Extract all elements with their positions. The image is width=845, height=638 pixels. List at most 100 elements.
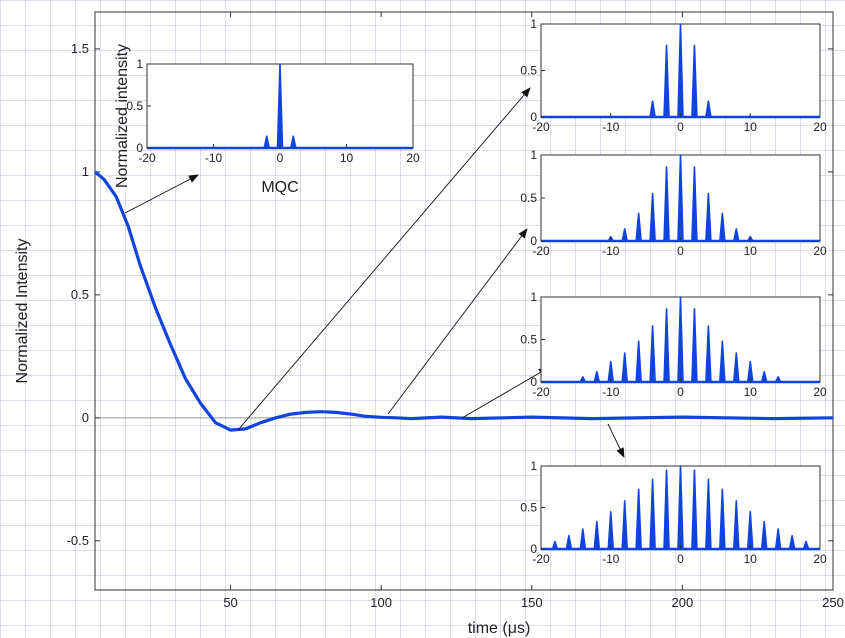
inset-x-tick-label: -10 <box>602 244 620 258</box>
inset-x-tick-label: -10 <box>602 120 620 134</box>
inset-peak <box>635 488 642 550</box>
inset-peak <box>649 100 656 118</box>
inset-peak <box>593 371 601 383</box>
inset-x-tick-label: 10 <box>744 552 758 566</box>
inset-peak <box>579 376 587 383</box>
inset-x-tick-label: -20 <box>532 120 550 134</box>
plot-frame <box>94 11 834 591</box>
inset-peak <box>733 500 740 550</box>
inset-y-tick-label: 0 <box>136 141 143 155</box>
inset-peak <box>263 135 270 149</box>
inset-x-tick-label: -20 <box>532 385 550 399</box>
decay-curve <box>93 170 834 432</box>
inset-chart-3: -20 -10 0 10 20 0 0.5 1 <box>520 148 827 258</box>
inset-chart-1: -20 -10 0 10 20 0 0.5 1 Normalized intensity MQC <box>114 44 420 196</box>
x-tick-label: 100 <box>370 595 392 610</box>
inset-x-tick-label: 20 <box>406 151 420 165</box>
y-axis-label: Normalized Intensity <box>14 239 31 384</box>
inset-peak <box>774 376 782 383</box>
inset-peak <box>593 520 601 550</box>
inset-peak <box>719 340 726 383</box>
inset-peak <box>733 228 740 242</box>
inset-x-tick-label: 0 <box>277 151 284 165</box>
y-tick-label: 1 <box>82 164 89 179</box>
y-tick-label: -0.5 <box>67 533 89 548</box>
inset-peak <box>290 135 297 149</box>
inset-peak <box>788 534 796 550</box>
inset-x-tick-label: 20 <box>813 385 827 399</box>
inset-peak <box>621 228 628 242</box>
inset-y-tick-label: 0 <box>530 375 537 389</box>
inset-y-tick-label: 0.5 <box>520 501 537 515</box>
inset-y-tick-label: 1 <box>530 459 537 473</box>
inset-y-tick-label: 0.5 <box>520 64 537 78</box>
inset-peak <box>649 192 656 242</box>
inset-x-tick-label: 20 <box>813 552 827 566</box>
inset-y-tick-label: 1 <box>136 57 143 71</box>
inset-y-tick-label: 0.5 <box>126 99 143 113</box>
inset-peak <box>760 371 768 383</box>
inset-y-tick-label: 0.5 <box>520 191 537 205</box>
inset-peak <box>621 352 628 383</box>
callout-arrow <box>607 423 625 458</box>
inset-x-tick-label: 0 <box>677 552 684 566</box>
inset-peak <box>691 44 698 118</box>
inset-peak <box>565 534 573 550</box>
inset-x-tick-label: 10 <box>340 151 354 165</box>
inset-y-tick-label: 0 <box>530 542 537 556</box>
inset-x-tick-label: 20 <box>813 120 827 134</box>
inset-peak <box>691 308 698 383</box>
inset-peak <box>579 528 587 550</box>
inset-peak <box>663 166 670 242</box>
inset-peak <box>663 308 670 383</box>
inset-caption: MQC <box>261 179 298 196</box>
inset-peak <box>705 192 712 242</box>
inset-x-tick-label: 10 <box>744 385 758 399</box>
inset-peak <box>663 44 670 118</box>
inset-peak <box>551 540 559 550</box>
inset-x-tick-label: 10 <box>744 244 758 258</box>
inset-x-tick-label: -10 <box>602 385 620 399</box>
inset-y-tick-label: 0 <box>530 110 537 124</box>
callout-arrow <box>461 367 549 419</box>
inset-x-tick-label: -10 <box>602 552 620 566</box>
x-tick-label: 250 <box>822 595 844 610</box>
callout-arrow <box>387 228 528 415</box>
y-tick-label: 1.5 <box>71 41 89 56</box>
inset-peak <box>649 325 656 383</box>
inset-y-tick-label: 1 <box>530 148 537 162</box>
inset-peak <box>691 469 698 550</box>
inset-peak <box>663 469 670 550</box>
x-axis-label: time (μs) <box>468 620 531 637</box>
inset-peak <box>705 478 712 550</box>
inset-y-tick-label: 0 <box>530 234 537 248</box>
inset-peak <box>705 325 712 383</box>
callout-arrow <box>124 174 199 214</box>
inset-peak <box>635 212 642 242</box>
inset-chart-2: -20 -10 0 10 20 0 0.5 1 <box>520 17 827 134</box>
y-tick-label: 0.5 <box>71 287 89 302</box>
inset-y-tick-label: 1 <box>530 17 537 31</box>
inset-peak <box>774 528 782 550</box>
inset-chart-5: -20 -10 0 10 20 0 0.5 1 <box>520 459 827 566</box>
inset-peak <box>691 166 698 242</box>
inset-peak <box>760 520 768 550</box>
inset-y-axis-label: Normalized intensity <box>114 44 131 188</box>
callout-arrows <box>124 87 625 458</box>
callout-arrow <box>237 87 531 431</box>
y-tick-label: 0 <box>82 410 89 425</box>
inset-x-tick-label: 0 <box>677 385 684 399</box>
inset-peak <box>649 478 656 550</box>
inset-peak <box>621 500 628 550</box>
inset-x-tick-label: 10 <box>744 120 758 134</box>
inset-chart-4: -20 -10 0 10 20 0 0.5 1 <box>520 290 827 399</box>
inset-peak <box>705 100 712 118</box>
inset-x-tick-label: -20 <box>138 151 156 165</box>
inset-x-tick-label: -10 <box>205 151 223 165</box>
inset-x-tick-label: -20 <box>532 244 550 258</box>
inset-peak <box>733 352 740 383</box>
inset-y-tick-label: 1 <box>530 290 537 304</box>
